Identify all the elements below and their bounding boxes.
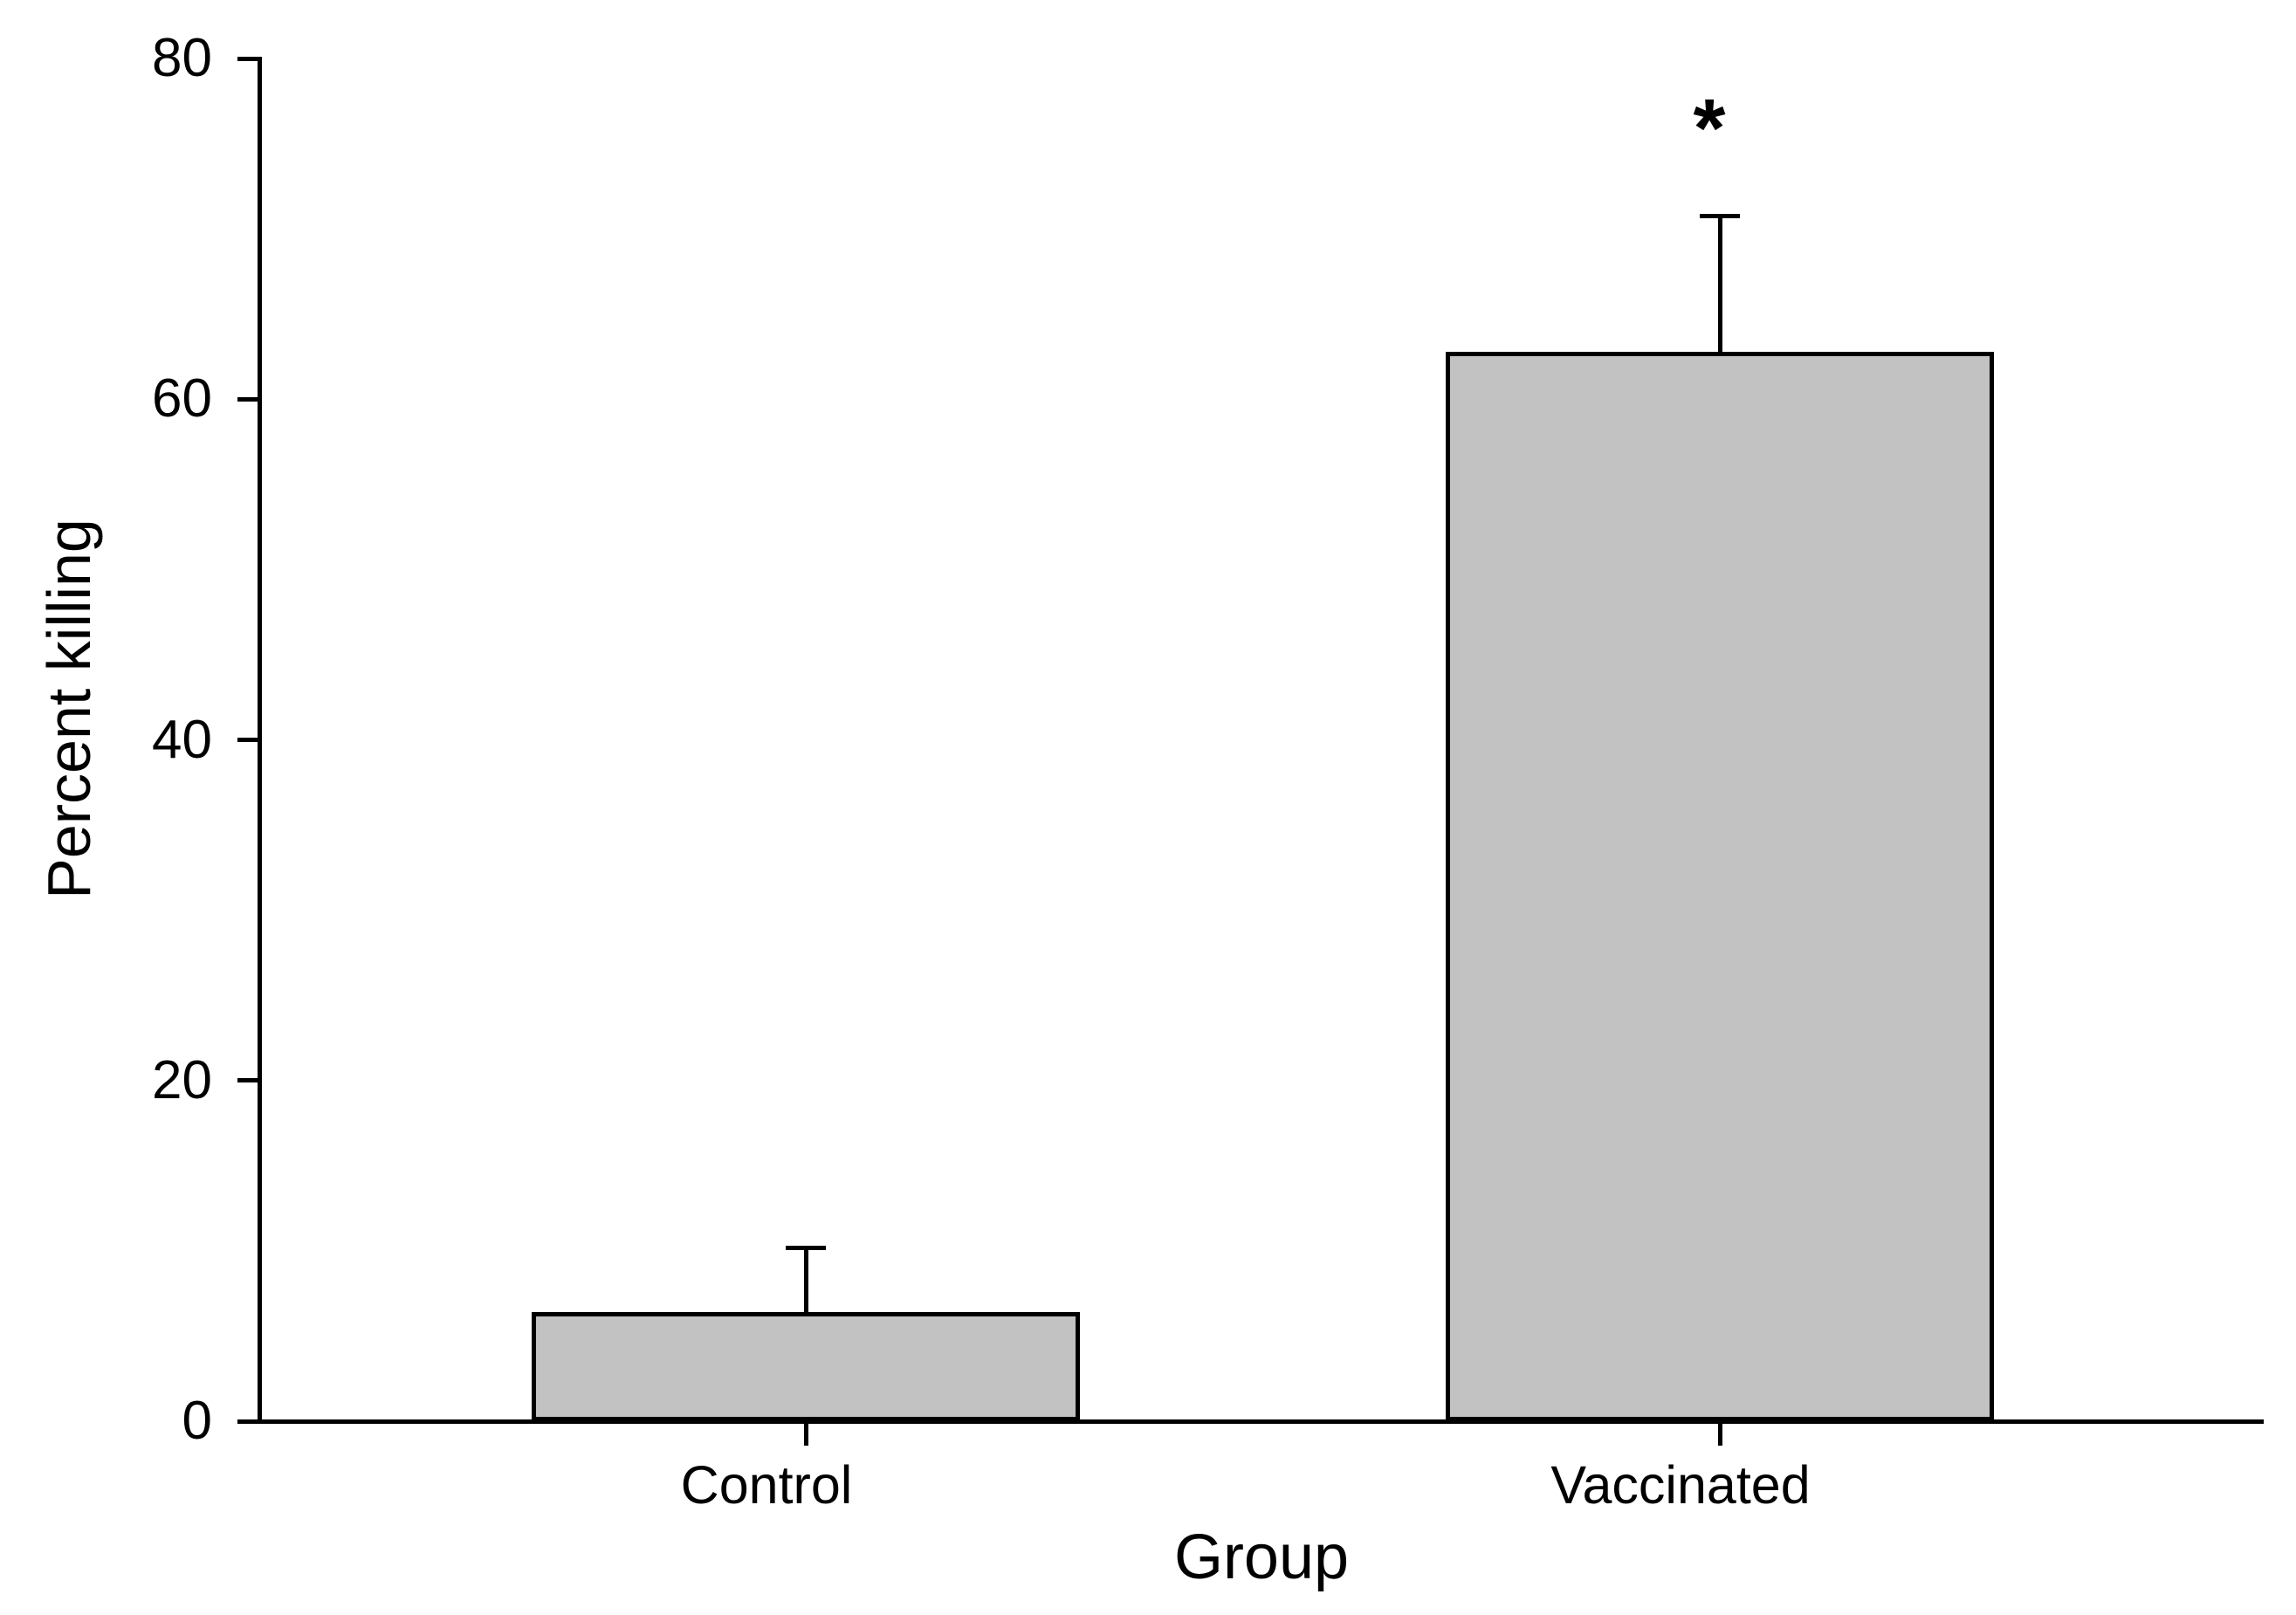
- y-tick-label-0: 0: [182, 1391, 212, 1451]
- bar-vaccinated: [1446, 351, 1994, 1421]
- significance-asterisk: *: [1693, 82, 1726, 175]
- x-tick-mark-vaccinated: [1717, 1424, 1722, 1446]
- x-tick-mark-control: [803, 1424, 808, 1446]
- x-axis-title: Group: [1173, 1522, 1350, 1592]
- y-axis-title: Percent killing: [35, 519, 103, 899]
- y-tick-mark-60: [237, 396, 259, 402]
- bar-control: [532, 1312, 1080, 1421]
- error-bar-cap-vaccinated: [1700, 213, 1740, 218]
- y-tick-mark-0: [237, 1419, 259, 1424]
- x-tick-label-control: Control: [680, 1455, 853, 1515]
- x-tick-label-vaccinated: Vaccinated: [1550, 1455, 1811, 1515]
- x-axis-line: [258, 1419, 2264, 1424]
- error-bar-line-vaccinated: [1717, 213, 1722, 352]
- y-tick-mark-40: [237, 738, 259, 742]
- y-tick-label-40: 40: [152, 709, 212, 770]
- y-tick-label-80: 80: [152, 28, 212, 88]
- y-tick-label-60: 60: [152, 368, 212, 430]
- y-axis-line: [258, 57, 262, 1424]
- y-tick-mark-80: [237, 56, 259, 61]
- y-tick-label-20: 20: [152, 1049, 212, 1110]
- error-bar-cap-control: [786, 1246, 826, 1251]
- y-tick-mark-20: [237, 1078, 259, 1083]
- error-bar-line-control: [803, 1246, 808, 1313]
